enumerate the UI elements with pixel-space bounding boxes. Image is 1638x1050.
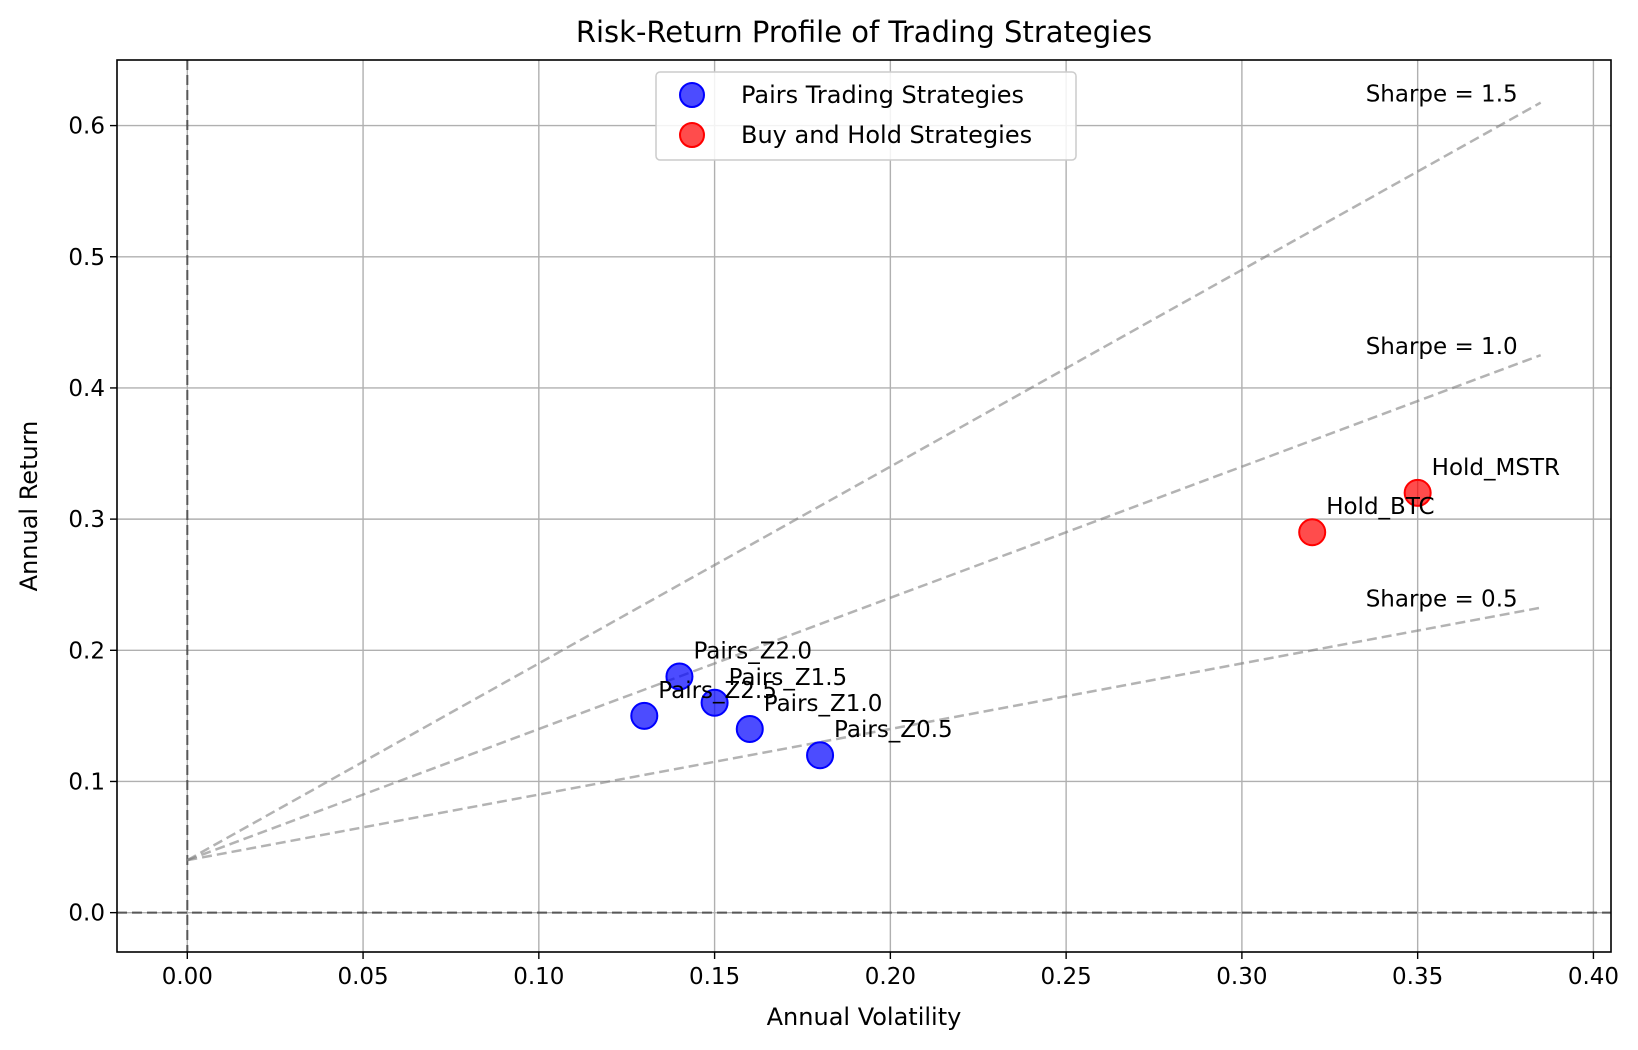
point-label: Hold_BTC	[1326, 494, 1434, 520]
data-point	[806, 741, 835, 770]
x-axis-label: Annual Volatility	[767, 1003, 962, 1031]
axis-ticks: 0.00 0.05 0.10 0.15 0.20 0.25 0.30 0.35 0.40 0.0 0…	[68, 114, 1619, 990]
sharpe-line-label: Sharpe = 0.5	[1366, 587, 1518, 613]
legend-label-hold: Buy and Hold Strategies	[741, 121, 1032, 149]
point-label: Pairs_Z2.5	[658, 678, 777, 704]
plot-area-frame	[116, 59, 1612, 953]
data-point	[700, 688, 729, 717]
y-tick-label: 0.3	[68, 507, 105, 533]
chart-title: Risk-Return Profile of Trading Strategie…	[576, 15, 1152, 49]
y-tick-label: 0.4	[68, 376, 105, 402]
point-label: Hold_MSTR	[1432, 455, 1560, 481]
data-points	[630, 478, 1432, 770]
x-tick-label: 0.00	[162, 964, 213, 990]
x-tick-label: 0.10	[513, 964, 564, 990]
data-point	[630, 701, 659, 730]
y-tick-label: 0.1	[68, 769, 105, 795]
point-label: Pairs_Z1.5	[729, 665, 848, 691]
y-tick-label: 0.2	[68, 638, 105, 664]
legend-marker-pairs	[679, 82, 705, 108]
point-label: Pairs_Z1.0	[764, 691, 883, 717]
point-label: Pairs_Z0.5	[834, 717, 953, 743]
sharpe-line	[186, 353, 1542, 862]
point-label: Pairs_Z2.0	[693, 639, 812, 665]
legend-marker-hold	[679, 122, 705, 148]
x-tick-label: 0.15	[689, 964, 740, 990]
sharpe-line	[187, 606, 1541, 862]
y-tick-label: 0.6	[68, 114, 105, 140]
sharpe-line-label: Sharpe = 1.0	[1366, 334, 1518, 360]
y-tick-label: 0.5	[68, 245, 105, 271]
data-point	[735, 715, 764, 743]
sharpe-line-label: Sharpe = 1.5	[1366, 82, 1518, 108]
data-point	[1403, 478, 1432, 507]
legend: Pairs Trading Strategies Buy and Hold St…	[655, 71, 1077, 161]
x-tick-label: 0.25	[1041, 964, 1092, 990]
y-axis-label: Annual Return	[15, 421, 43, 592]
sharpe-line	[186, 101, 1542, 862]
data-point	[1298, 518, 1327, 547]
legend-label-pairs: Pairs Trading Strategies	[741, 81, 1024, 109]
x-tick-label: 0.35	[1392, 964, 1443, 990]
reference-lines: Sharpe = 0.5 Sharpe = 1.0 Sharpe = 1.5	[117, 60, 1611, 952]
point-labels: Pairs_Z0.5Pairs_Z1.0Pairs_Z1.5Pairs_Z2.0…	[658, 455, 1560, 743]
x-tick-label: 0.05	[337, 964, 388, 990]
legend-box	[655, 71, 1077, 161]
x-tick-label: 0.30	[1216, 964, 1267, 990]
y-tick-label: 0.0	[68, 901, 105, 927]
data-point	[665, 662, 694, 691]
x-tick-label: 0.40	[1568, 964, 1619, 990]
x-tick-label: 0.20	[865, 964, 916, 990]
